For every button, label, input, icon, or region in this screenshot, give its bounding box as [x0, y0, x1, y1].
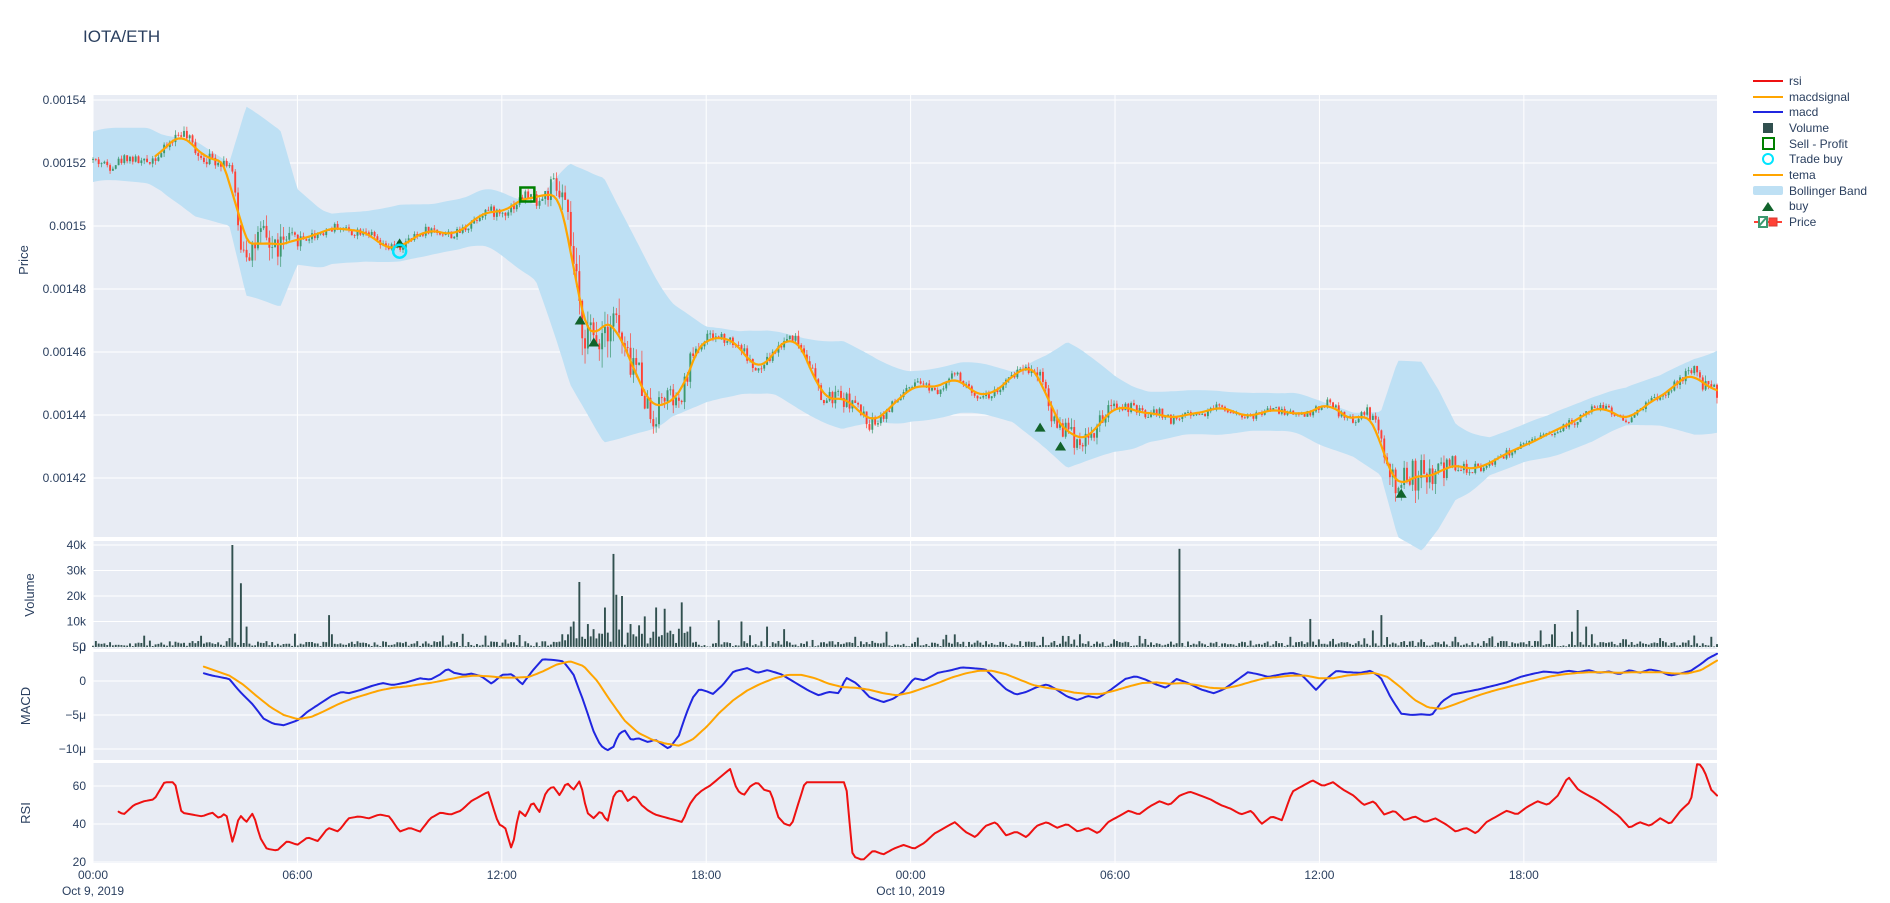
legend-item-volume[interactable]: Volume [1752, 120, 1867, 136]
svg-text:60: 60 [73, 779, 87, 793]
macdsignal-line [202, 659, 1718, 747]
svg-text:00:00: 00:00 [78, 868, 108, 882]
buy-triangle-icon [1752, 201, 1784, 211]
axis-title: RSI [18, 802, 33, 824]
svg-text:10k: 10k [67, 615, 87, 629]
buy-marker [574, 315, 586, 325]
buy-marker [1034, 422, 1046, 432]
svg-text:40k: 40k [67, 538, 87, 552]
legend-item-buy[interactable]: buy [1752, 199, 1867, 215]
legend-item-tema[interactable]: tema [1752, 167, 1867, 183]
svg-text:0.00144: 0.00144 [43, 408, 87, 422]
svg-text:0.00146: 0.00146 [43, 345, 87, 359]
macd-line-icon [1752, 111, 1784, 114]
trade-buy-marker [391, 243, 408, 259]
svg-text:12:00: 12:00 [487, 868, 517, 882]
legend-label: Bollinger Band [1789, 183, 1868, 198]
svg-text:−10μ: −10μ [59, 742, 86, 756]
svg-text:Oct 10, 2019: Oct 10, 2019 [876, 884, 945, 898]
rsi-line-icon [1752, 79, 1784, 82]
legend-label: macdsignal [1789, 89, 1850, 104]
axis-title: Volume [22, 573, 37, 616]
svg-text:5μ: 5μ [72, 640, 86, 654]
legend-item-price[interactable]: Price [1752, 214, 1867, 230]
trade-markers [391, 186, 1407, 498]
svg-text:Oct 9, 2019: Oct 9, 2019 [62, 884, 124, 898]
sell-profit-marker [519, 186, 536, 203]
tema-line [154, 137, 1719, 483]
bollinger-band-icon [1752, 186, 1784, 196]
svg-text:0.00154: 0.00154 [43, 93, 87, 107]
volume-panel [93, 541, 1717, 649]
legend-label: Price [1789, 215, 1817, 230]
buy-marker [1055, 441, 1067, 451]
legend-item-macdsignal[interactable]: macdsignal [1752, 89, 1867, 105]
legend-item-sell-profit[interactable]: Sell - Profit [1752, 136, 1867, 152]
macd-line [202, 652, 1718, 752]
legend-item-bollinger[interactable]: Bollinger Band [1752, 183, 1867, 199]
svg-text:18:00: 18:00 [1509, 868, 1539, 882]
volume-bars [92, 545, 1718, 648]
volume-square-icon [1752, 122, 1784, 133]
rsi-panel [93, 763, 1717, 863]
price-candle-icon [1752, 215, 1784, 229]
buy-marker [1395, 488, 1407, 498]
macd-lines [202, 652, 1718, 752]
legend-item-rsi[interactable]: rsi [1752, 73, 1867, 89]
legend-label: macd [1789, 105, 1819, 120]
legend-label: Volume [1789, 120, 1830, 135]
legend: rsi macdsignal macd Volume Sell - Profit… [1752, 73, 1867, 230]
svg-text:0.0015: 0.0015 [49, 219, 86, 233]
axis-labels: 0.00154 0.00152 0.0015 0.00148 0.00146 0.0014… [16, 93, 1539, 898]
svg-text:−5μ: −5μ [65, 708, 86, 722]
svg-text:20: 20 [73, 855, 87, 869]
svg-text:20k: 20k [67, 589, 87, 603]
svg-text:18:00: 18:00 [691, 868, 721, 882]
svg-text:06:00: 06:00 [1100, 868, 1130, 882]
legend-label: Sell - Profit [1789, 136, 1848, 151]
svg-text:0: 0 [79, 640, 86, 654]
svg-text:12:00: 12:00 [1304, 868, 1334, 882]
axis-title: MACD [18, 687, 33, 725]
legend-item-trade-buy[interactable]: Trade buy [1752, 151, 1867, 167]
svg-text:0.00142: 0.00142 [43, 471, 87, 485]
bollinger-band [93, 106, 1717, 551]
rsi-line [117, 763, 1718, 861]
bollinger-fill [93, 106, 1717, 551]
svg-text:40: 40 [73, 817, 87, 831]
tema-line [154, 137, 1719, 483]
svg-text:06:00: 06:00 [282, 868, 312, 882]
svg-text:0.00152: 0.00152 [43, 156, 87, 170]
svg-text:00:00: 00:00 [896, 868, 926, 882]
svg-text:0: 0 [79, 674, 86, 688]
page-title: IOTA/ETH [83, 27, 161, 46]
buy-marker [588, 337, 600, 347]
axis-title: Price [16, 245, 31, 275]
legend-label: Trade buy [1789, 152, 1843, 167]
legend-label: tema [1789, 167, 1816, 182]
rsi-line-group [117, 763, 1718, 861]
legend-item-macd[interactable]: macd [1752, 104, 1867, 120]
svg-text:30k: 30k [67, 564, 87, 578]
legend-label: buy [1789, 199, 1809, 214]
legend-label: rsi [1789, 73, 1802, 88]
macd-panel [93, 652, 1717, 760]
sell-profit-square-icon [1752, 137, 1784, 151]
macdsignal-line-icon [1752, 95, 1784, 98]
trade-buy-circle-icon [1752, 153, 1784, 166]
tema-line-icon [1752, 173, 1784, 176]
svg-text:0.00148: 0.00148 [43, 282, 87, 296]
